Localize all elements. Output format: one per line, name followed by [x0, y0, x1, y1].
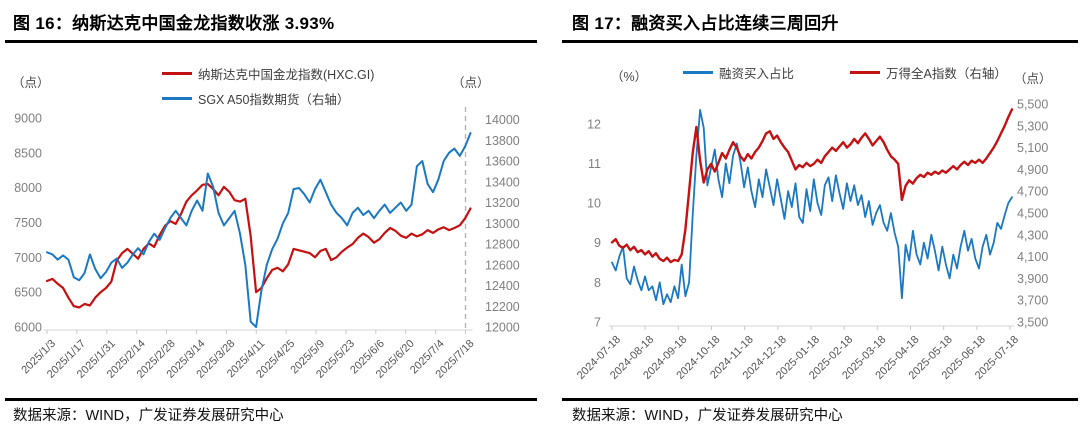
- fig16-left-axis-unit: （点）: [12, 76, 50, 90]
- right-axis-tick-label: 3,900: [1017, 272, 1048, 286]
- legend-label: 纳斯达克中国金龙指数(HXC.GI): [198, 68, 375, 82]
- legend-item-hxc-index: 纳斯达克中国金龙指数(HXC.GI): [162, 64, 374, 83]
- figure-16-title: 图 16：纳斯达克中国金龙指数收涨 3.93%: [13, 14, 335, 33]
- blue-line-swatch: [683, 71, 713, 74]
- left-axis-tick-label: 6000: [14, 321, 42, 335]
- right-axis-tick-label: 4,900: [1017, 163, 1048, 177]
- right-axis-tick-label: 12200: [485, 300, 520, 314]
- legend-label: 万得全A指数（右轴）: [886, 67, 1007, 81]
- left-axis-tick-label: 8000: [14, 181, 42, 195]
- right-axis-tick-label: 13800: [485, 134, 520, 148]
- right-axis-tick-label: 4,700: [1017, 185, 1048, 199]
- series-line-right-axis: [46, 132, 472, 328]
- figure-16-title-rule: [5, 40, 537, 43]
- right-axis-tick-label: 13000: [485, 217, 520, 231]
- right-axis-tick-label: 4,100: [1017, 250, 1048, 264]
- red-line-swatch: [850, 71, 881, 74]
- left-axis-tick-label: 6500: [14, 286, 42, 300]
- red-line-swatch: [162, 72, 192, 75]
- right-axis-tick-label: 5,300: [1017, 119, 1048, 133]
- legend-item-sgx-a50: SGX A50指数期货（右轴）: [162, 89, 374, 108]
- legend-item-margin-buy-ratio: 融资买入占比: [683, 63, 794, 82]
- series-line-left-axis: [45, 183, 472, 309]
- right-axis-tick-label: 4,300: [1017, 228, 1048, 242]
- left-axis-tick-label: 8: [594, 276, 601, 290]
- right-axis-tick-label: 4,500: [1017, 207, 1048, 221]
- left-axis-tick-label: 8500: [14, 146, 42, 160]
- right-axis-tick-label: 12400: [485, 279, 520, 293]
- right-axis-tick-label: 13200: [485, 196, 520, 210]
- right-axis-tick-label: 13600: [485, 155, 520, 169]
- right-axis-tick-label: 5,100: [1017, 141, 1048, 155]
- legend-item-wind-all-a: 万得全A指数（右轴）: [850, 63, 1007, 82]
- figure-17-legend: 融资买入占比 万得全A指数（右轴）: [683, 63, 1007, 82]
- figure-16-legend: 纳斯达克中国金龙指数(HXC.GI) SGX A50指数期货（右轴）: [162, 64, 374, 108]
- right-axis-tick-label: 12000: [485, 321, 520, 335]
- right-axis-tick-label: 5,500: [1017, 98, 1048, 112]
- figure-17-title-rule: [562, 40, 1078, 43]
- left-axis-tick-label: 11: [588, 157, 601, 171]
- left-axis-tick-label: 9000: [14, 111, 42, 125]
- figure-16-footer-rule: [5, 398, 537, 401]
- right-axis-tick-label: 3,700: [1017, 294, 1048, 308]
- right-axis-tick-label: 13400: [485, 175, 520, 189]
- series-line-left-axis: [611, 109, 1013, 306]
- blue-line-swatch: [162, 97, 192, 100]
- right-axis-tick-label: 12800: [485, 238, 520, 252]
- fig17-left-axis-unit: （%）: [611, 70, 648, 84]
- figure-17-source: 数据来源：WIND，广发证券发展研究中心: [572, 408, 843, 424]
- left-axis-tick-label: 7000: [14, 251, 42, 265]
- legend-label: SGX A50指数期货（右轴）: [198, 93, 350, 107]
- fig16-right-axis-unit: （点）: [452, 76, 490, 90]
- right-axis-tick-label: 3,500: [1017, 316, 1048, 330]
- left-axis-tick-label: 10: [587, 197, 601, 211]
- right-axis-tick-label: 12600: [485, 258, 520, 272]
- figure-17-footer-rule: [562, 398, 1078, 401]
- series-line-right-axis: [610, 108, 1014, 264]
- legend-label: 融资买入占比: [719, 67, 795, 81]
- left-axis-tick-label: 9: [594, 236, 601, 250]
- left-axis-tick-label: 7500: [14, 216, 42, 230]
- figure-17-title: 图 17：融资买入占比连续三周回升: [572, 14, 839, 33]
- right-axis-tick-label: 14000: [485, 113, 520, 127]
- fig17-right-axis-unit: （点）: [1014, 72, 1052, 86]
- left-axis-tick-label: 7: [594, 316, 601, 330]
- figure-16-source: 数据来源：WIND，广发证券发展研究中心: [13, 408, 284, 424]
- left-axis-tick-label: 12: [587, 117, 601, 131]
